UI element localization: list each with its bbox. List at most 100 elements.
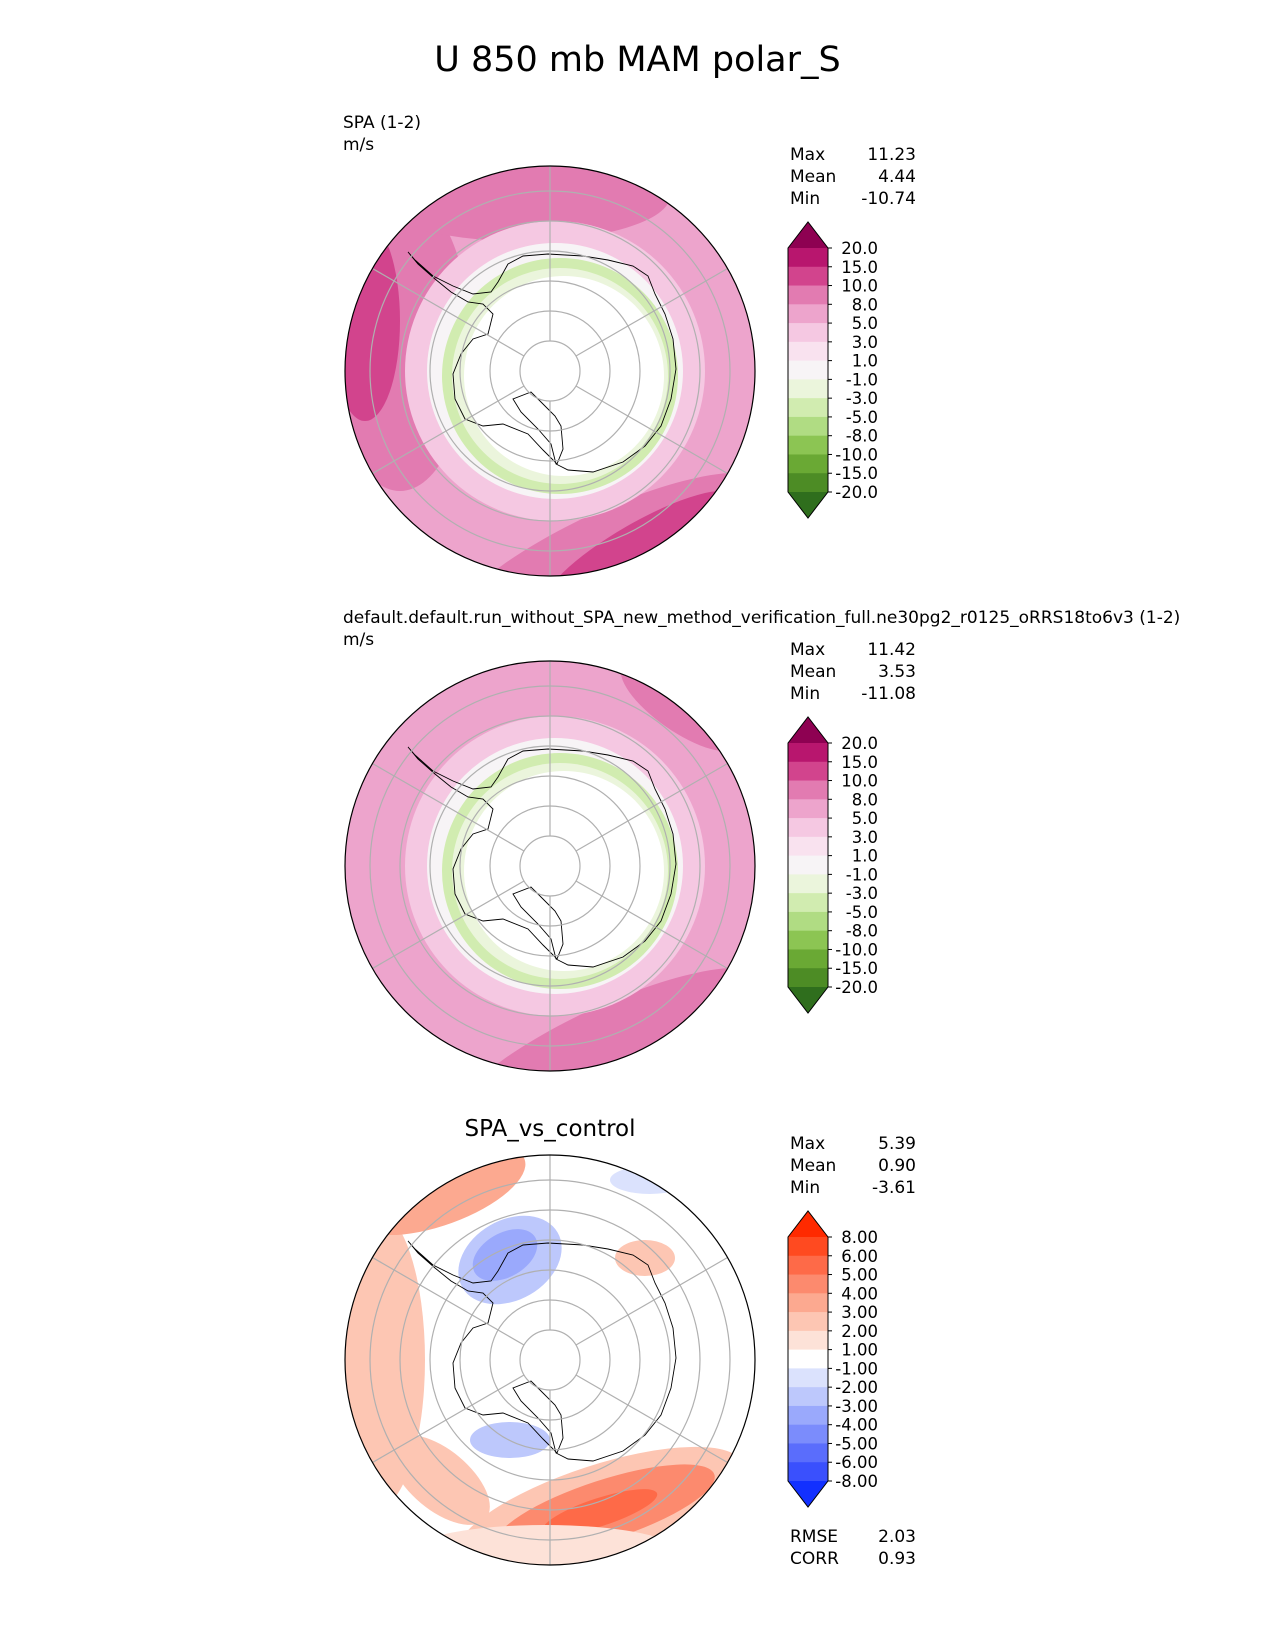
longitude-line	[372, 267, 525, 357]
stat-max-label: Max	[790, 1134, 826, 1154]
colorbar-tick-label: -2.00	[835, 1378, 878, 1397]
colorbar-band	[788, 911, 828, 932]
colorbar-tick-label: 5.00	[841, 1266, 878, 1285]
colorbar-band	[788, 874, 828, 894]
colorbar-band	[788, 818, 828, 838]
stat-corr-label: CORR	[790, 1549, 839, 1569]
stat-min-label: Min	[790, 189, 821, 209]
colorbar-tick-label: -1.0	[846, 865, 878, 884]
longitude-line	[372, 762, 525, 852]
colorbar-tick-label: -4.00	[835, 1416, 878, 1435]
colorbar-band	[788, 360, 828, 380]
colorbar-band	[788, 1462, 828, 1482]
colorbar-band	[788, 743, 828, 763]
panel-1-title: SPA (1-2) m/s	[343, 112, 421, 156]
panel-3-stats: Max 5.39 Mean 0.90 Min -3.61	[790, 1133, 916, 1199]
panel-1-stats: Max 11.23 Mean 4.44 Min -10.74	[790, 144, 916, 210]
colorbar-tick-label: -15.0	[835, 464, 878, 483]
field-band	[542, 1489, 658, 1535]
colorbar-band	[788, 799, 828, 819]
longitude-line	[372, 880, 525, 970]
colorbar-tick-label: 8.0	[852, 790, 878, 809]
colorbar-tick-label: 20.0	[841, 734, 878, 753]
colorbar-band	[788, 893, 828, 913]
colorbar-band	[788, 341, 828, 362]
figure-title: U 850 mb MAM polar_S	[434, 40, 841, 80]
colorbar-band	[788, 1387, 828, 1407]
stat-max-label: Max	[790, 145, 826, 165]
colorbar-tick-label: -8.0	[846, 922, 878, 941]
colorbar-extend-top	[788, 717, 828, 743]
colorbar-tick-label: -1.0	[846, 370, 878, 389]
stat-mean-label: Mean	[790, 1156, 837, 1176]
colorbar-band	[788, 304, 828, 324]
stat-max-value: 5.39	[878, 1134, 916, 1154]
colorbar-band	[788, 968, 828, 988]
field-band	[464, 771, 664, 971]
panel-3-polar-map	[344, 1154, 756, 1566]
colorbar-band	[788, 285, 828, 305]
colorbar-tick-label: -10.0	[835, 445, 878, 464]
colorbar-band	[788, 435, 828, 455]
field-band	[543, 490, 737, 576]
colorbar-tick-label: 4.00	[841, 1284, 878, 1303]
field-band	[472, 1229, 538, 1281]
colorbar-tick-label: 3.0	[852, 333, 878, 352]
colorbar-tick-label: 20.0	[841, 239, 878, 258]
panel-2-title: default.default.run_without_SPA_new_meth…	[343, 607, 1180, 651]
colorbar-tick-label: -1.00	[835, 1359, 878, 1378]
stat-max-label: Max	[790, 640, 826, 660]
colorbar-tick-label: 15.0	[841, 753, 878, 772]
colorbar-band	[788, 1255, 828, 1276]
colorbar-tick-label: 1.00	[841, 1341, 878, 1360]
panel-2-label: default.default.run_without_SPA_new_meth…	[343, 608, 1181, 628]
longitude-line	[575, 1374, 728, 1464]
colorbar-band	[788, 398, 828, 418]
panel-2-polar-map	[344, 660, 756, 1072]
colorbar-extend-bottom	[788, 1481, 828, 1507]
colorbar-tick-label: -10.0	[835, 940, 878, 959]
stat-max-value: 11.42	[867, 640, 916, 660]
panel-1-polar-map	[344, 165, 756, 577]
stat-min-value: -3.61	[872, 1178, 916, 1198]
stat-mean-label: Mean	[790, 167, 837, 187]
colorbar-band	[788, 1293, 828, 1313]
panel-3-colorbar: 8.006.005.004.003.002.001.00-1.00-2.00-3…	[787, 1210, 878, 1508]
panel-2-units: m/s	[343, 630, 375, 650]
panel-3-title: SPA_vs_control	[464, 1116, 636, 1142]
colorbar-tick-label: -20.0	[835, 978, 878, 997]
colorbar-extend-top	[788, 222, 828, 248]
stat-min-value: -10.74	[861, 189, 916, 209]
colorbar-band	[788, 1443, 828, 1463]
colorbar-tick-label: -3.0	[846, 884, 878, 903]
colorbar-tick-label: 1.0	[852, 847, 878, 866]
colorbar-band	[788, 836, 828, 857]
colorbar-band	[788, 266, 828, 287]
longitude-line	[575, 762, 728, 852]
colorbar-tick-label: -15.0	[835, 959, 878, 978]
stat-mean-label: Mean	[790, 662, 837, 682]
colorbar-tick-label: -5.00	[835, 1434, 878, 1453]
colorbar-band	[788, 416, 828, 437]
stat-min-label: Min	[790, 1178, 821, 1198]
longitude-line	[575, 880, 728, 970]
stat-mean-value: 0.90	[878, 1156, 916, 1176]
colorbar-band	[788, 1368, 828, 1388]
stat-rmse-value: 2.03	[878, 1527, 916, 1547]
colorbar-tick-label: 1.0	[852, 352, 878, 371]
stat-rmse-label: RMSE	[790, 1527, 839, 1547]
colorbar-band	[788, 1424, 828, 1444]
stat-corr-value: 0.93	[878, 1549, 916, 1569]
colorbar-tick-label: 15.0	[841, 258, 878, 277]
field-band	[390, 1435, 490, 1525]
colorbar-tick-label: -3.00	[835, 1397, 878, 1416]
field-band	[615, 1240, 675, 1276]
colorbar-band	[788, 780, 828, 800]
colorbar-band	[788, 379, 828, 399]
longitude-line	[575, 385, 728, 475]
colorbar-tick-label: 5.0	[852, 314, 878, 333]
colorbar-tick-label: -20.0	[835, 483, 878, 502]
colorbar-tick-label: 3.0	[852, 828, 878, 847]
field-band	[464, 276, 664, 476]
colorbar-band	[788, 454, 828, 474]
